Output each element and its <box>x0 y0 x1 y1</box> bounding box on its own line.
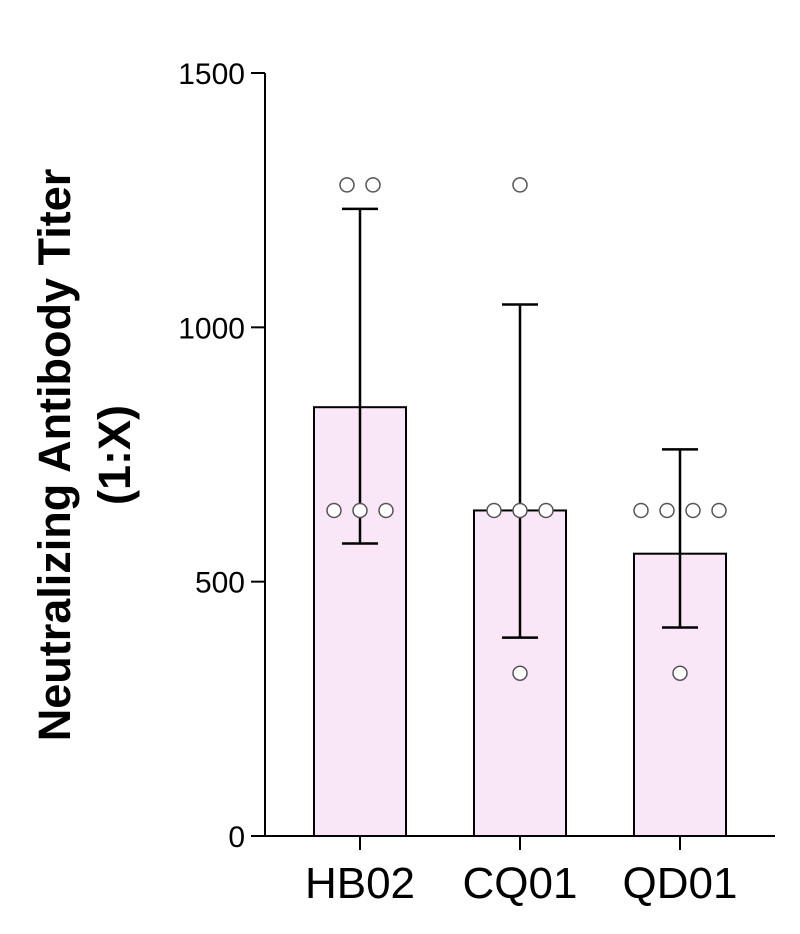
data-point-cq01 <box>512 502 528 519</box>
data-point-hb02 <box>365 177 381 193</box>
data-point-qd01 <box>659 502 675 519</box>
x-tick-label: QD01 <box>623 859 738 908</box>
y-axis-title: Neutralizing Antibody Titer (1:X) <box>29 169 140 742</box>
x-tick-label: CQ01 <box>463 859 578 908</box>
data-point-cq01 <box>486 502 502 519</box>
data-point-qd01 <box>685 502 701 519</box>
data-point-cq01 <box>512 665 528 681</box>
error-bars-group <box>342 207 698 639</box>
data-point-hb02 <box>352 502 368 519</box>
y-axis-title-line: Neutralizing Antibody Titer <box>29 169 80 742</box>
data-point-qd01 <box>711 502 727 519</box>
data-point-hb02 <box>378 502 394 519</box>
data-point-cq01 <box>512 177 528 193</box>
data-point-hb02 <box>326 502 342 519</box>
y-tick-label: 0 <box>228 821 245 854</box>
y-tick-label: 1500 <box>178 58 245 91</box>
data-point-qd01 <box>633 502 649 519</box>
data-point-hb02 <box>339 177 355 193</box>
y-tick-label: 500 <box>195 567 245 600</box>
x-tick-label: HB02 <box>305 859 415 908</box>
axes-group: 0 500 1000 1500 HB02 CQ01 QD01 <box>178 58 775 908</box>
y-axis-title-line: (1:X) <box>89 405 140 505</box>
data-point-cq01 <box>538 502 554 519</box>
data-points-group <box>326 177 727 681</box>
y-tick-label: 1000 <box>178 312 245 345</box>
data-point-qd01 <box>672 665 688 681</box>
